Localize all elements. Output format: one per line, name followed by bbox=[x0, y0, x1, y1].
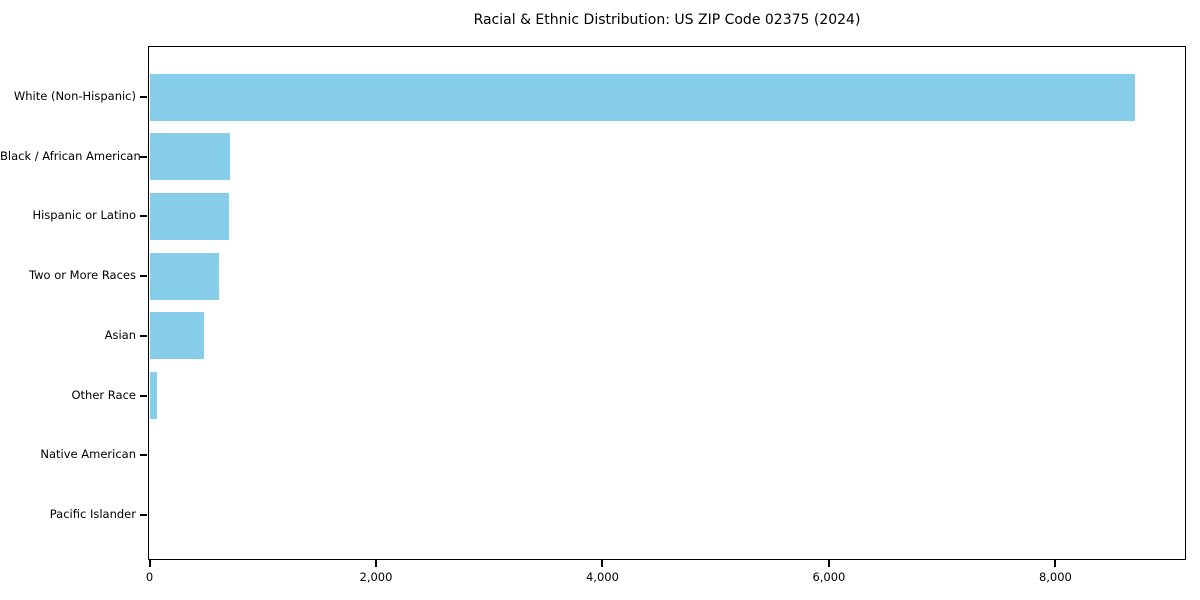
x-tick-label-6-000: 6,000 bbox=[812, 570, 846, 584]
chart-title: Racial & Ethnic Distribution: US ZIP Cod… bbox=[473, 12, 861, 28]
y-tick-mark bbox=[140, 96, 147, 98]
y-tick-mark bbox=[140, 454, 147, 457]
y-tick-mark bbox=[140, 275, 147, 278]
x-tick-label-8-000: 8,000 bbox=[1038, 570, 1072, 584]
y-tick-mark bbox=[140, 215, 147, 218]
y-tick-mark bbox=[140, 155, 147, 158]
y-tick-label-other-race: Other Race bbox=[71, 387, 137, 402]
y-tick-label-asian: Asian bbox=[104, 327, 136, 342]
x-tick-mark bbox=[374, 560, 377, 567]
y-tick-mark bbox=[140, 513, 147, 516]
plot-area bbox=[148, 46, 1186, 560]
x-tick-label-4-000: 4,000 bbox=[585, 570, 619, 584]
y-tick-label-native-american: Native American bbox=[40, 447, 136, 462]
x-tick-label-0: 0 bbox=[145, 570, 154, 584]
y-tick-mark bbox=[140, 394, 147, 397]
x-tick-label-2-000: 2,000 bbox=[359, 570, 393, 584]
y-tick-label-hispanic-or-latino: Hispanic or Latino bbox=[32, 208, 136, 223]
y-tick-label-pacific-islander: Pacific Islander bbox=[49, 506, 136, 521]
x-tick-mark bbox=[148, 560, 151, 567]
y-tick-label-two-or-more-races: Two or More Races bbox=[29, 268, 136, 283]
x-tick-mark bbox=[1054, 560, 1057, 567]
x-tick-mark bbox=[601, 560, 604, 567]
y-tick-label-black-african-american: Black / African American bbox=[0, 148, 141, 163]
y-tick-label-white-non-hispanic: White (Non-Hispanic) bbox=[13, 89, 136, 103]
x-tick-mark bbox=[827, 560, 830, 567]
y-tick-mark bbox=[140, 334, 147, 337]
